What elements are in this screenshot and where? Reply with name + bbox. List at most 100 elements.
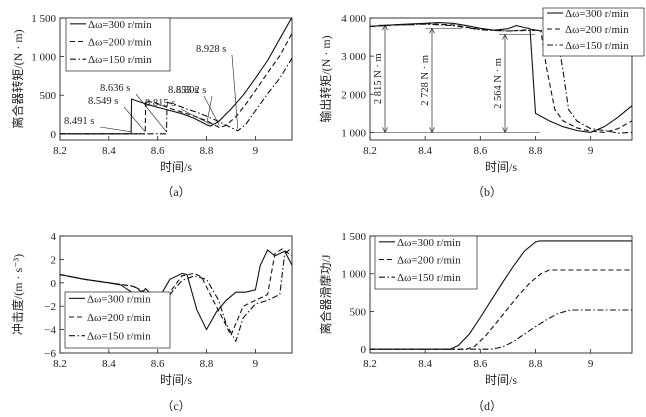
legend-label: Δω=150 r/min bbox=[565, 40, 629, 52]
legend-label: Δω=150 r/min bbox=[397, 272, 461, 284]
x-tick-label: 8.8 bbox=[200, 358, 214, 370]
series-line-2 bbox=[60, 33, 292, 135]
chart-b: 8.2 8.4 8.6 8.8 9 1 000 2 000 3 000 4 000 时间/s 输出转… bbox=[318, 7, 645, 199]
legend: Δω=300 r/min Δω=200 r/min Δω=150 r/min bbox=[65, 17, 171, 72]
legend: Δω=300 r/min Δω=200 r/min Δω=150 r/min bbox=[374, 235, 478, 290]
legend-label: Δω=150 r/min bbox=[88, 54, 152, 66]
chart-d: 8.2 8.4 8.6 8.8 9 0 500 1 000 1 500 时间/s 离合器滑摩功/J （… bbox=[318, 231, 633, 413]
series-line-1 bbox=[370, 22, 632, 133]
chart-c: 8.2 8.4 8.6 8.8 9 4 2 0 −2 −4 −6 时间/s 冲击度/(m · s⁻³) （… bbox=[10, 231, 293, 413]
y-tick-label: 0 bbox=[51, 129, 57, 141]
x-tick-label: 8.2 bbox=[53, 145, 67, 157]
y-tick-label: 500 bbox=[350, 306, 367, 318]
legend-label: Δω=200 r/min bbox=[88, 37, 152, 49]
plot-frame bbox=[59, 235, 293, 354]
x-tick-label: 8.6 bbox=[473, 358, 487, 370]
y-tick-label: 500 bbox=[40, 90, 57, 102]
x-axis-label: 时间/s bbox=[160, 373, 192, 387]
legend-label: Δω=300 r/min bbox=[565, 8, 629, 20]
annotation-label: 2 728 N · m bbox=[420, 55, 431, 106]
x-tick-label: 8.8 bbox=[529, 145, 543, 157]
arrow-head bbox=[429, 127, 435, 134]
arrow-head bbox=[382, 127, 388, 134]
x-tick-label: 8.2 bbox=[53, 358, 67, 370]
series-line-3 bbox=[370, 309, 632, 350]
annotation-label: 8.636 s bbox=[100, 83, 130, 94]
annotation-label: 8.815 s bbox=[145, 98, 175, 109]
legend-box bbox=[374, 235, 478, 290]
annotation-leader bbox=[231, 54, 239, 129]
legend-label: Δω=150 r/min bbox=[87, 331, 151, 343]
y-tick-label: 1 500 bbox=[341, 231, 366, 243]
annotation-leader bbox=[206, 95, 213, 123]
annotation-label: 8.928 s bbox=[196, 44, 226, 55]
annotation-label: 8.549 s bbox=[88, 96, 118, 107]
x-axis-label: 时间/s bbox=[485, 373, 517, 387]
y-axis-label: 输出转矩/(N · m) bbox=[318, 35, 333, 122]
y-tick-label: 1 500 bbox=[31, 13, 56, 25]
legend-label: Δω=200 r/min bbox=[87, 312, 151, 324]
panel-caption: （c） bbox=[161, 399, 190, 413]
panel-caption: （d） bbox=[472, 399, 502, 413]
y-axis-label: 离合器转矩/(N · m) bbox=[10, 29, 25, 128]
y-axis-label: 冲击度/(m · s⁻³) bbox=[10, 254, 25, 335]
y-tick-label: 4 bbox=[51, 231, 57, 243]
series-line-3 bbox=[60, 57, 292, 135]
x-axis-label: 时间/s bbox=[485, 160, 517, 174]
y-tick-label: −4 bbox=[44, 325, 56, 337]
x-tick-label: 8.4 bbox=[418, 358, 432, 370]
y-tick-label: 2 bbox=[51, 254, 57, 266]
x-tick-label: 8.4 bbox=[418, 145, 432, 157]
y-tick-label: 0 bbox=[361, 344, 367, 356]
legend-label: Δω=300 r/min bbox=[88, 19, 152, 31]
y-tick-label: 1 000 bbox=[31, 52, 56, 64]
x-tick-label: 8.2 bbox=[363, 358, 377, 370]
series-line-2 bbox=[370, 269, 632, 350]
x-tick-label: 8.6 bbox=[151, 145, 165, 157]
x-tick-label: 9 bbox=[253, 358, 259, 370]
y-tick-label: −2 bbox=[44, 301, 56, 313]
arrow-head bbox=[502, 127, 508, 134]
annotation-label: 8.802 s bbox=[176, 85, 206, 96]
plot-frame bbox=[369, 235, 633, 354]
plot-frame bbox=[369, 17, 633, 141]
annotation-label: 2 564 N · m bbox=[493, 58, 504, 109]
series-line-1 bbox=[370, 240, 632, 350]
y-tick-label: 4 000 bbox=[341, 13, 366, 25]
x-tick-label: 8.8 bbox=[529, 358, 543, 370]
x-tick-label: 9 bbox=[253, 145, 259, 157]
annotation-label: 2 815 N · m bbox=[373, 53, 384, 104]
legend: Δω=300 r/min Δω=200 r/min Δω=150 r/min bbox=[64, 291, 171, 349]
panel-caption: （b） bbox=[472, 185, 502, 199]
series-line-1 bbox=[60, 249, 292, 331]
x-tick-label: 8.4 bbox=[102, 145, 116, 157]
x-tick-label: 9 bbox=[588, 358, 594, 370]
x-tick-label: 9 bbox=[588, 145, 594, 157]
x-tick-label: 8.6 bbox=[473, 145, 487, 157]
legend-label: Δω=200 r/min bbox=[397, 255, 461, 267]
y-tick-label: 1 000 bbox=[341, 127, 366, 139]
legend-box bbox=[542, 7, 645, 57]
plot-frame bbox=[59, 17, 293, 141]
annotation-leader bbox=[123, 106, 146, 133]
legend: Δω=300 r/min Δω=200 r/min Δω=150 r/min bbox=[542, 7, 645, 57]
legend-label: Δω=300 r/min bbox=[397, 237, 461, 249]
y-tick-label: 3 000 bbox=[341, 51, 366, 63]
x-axis-label: 时间/s bbox=[160, 160, 192, 174]
legend-label: Δω=200 r/min bbox=[565, 24, 629, 36]
series-line-1 bbox=[60, 18, 292, 135]
annotation-label: 8.853 s bbox=[168, 85, 198, 96]
x-tick-label: 8.8 bbox=[200, 145, 214, 157]
y-tick-label: 1 000 bbox=[341, 269, 366, 281]
legend-box bbox=[64, 291, 171, 349]
y-tick-label: 0 bbox=[51, 278, 57, 290]
y-tick-label: 2 000 bbox=[341, 89, 366, 101]
y-tick-label: −6 bbox=[44, 348, 56, 360]
annotation-leader bbox=[99, 126, 132, 133]
x-tick-label: 8.2 bbox=[363, 145, 377, 157]
x-tick-label: 8.6 bbox=[151, 358, 165, 370]
y-axis-label: 离合器滑摩功/J bbox=[318, 254, 333, 334]
legend-box bbox=[65, 17, 171, 72]
annotation-leader bbox=[135, 93, 167, 133]
annotation-label: 8.491 s bbox=[64, 116, 94, 127]
